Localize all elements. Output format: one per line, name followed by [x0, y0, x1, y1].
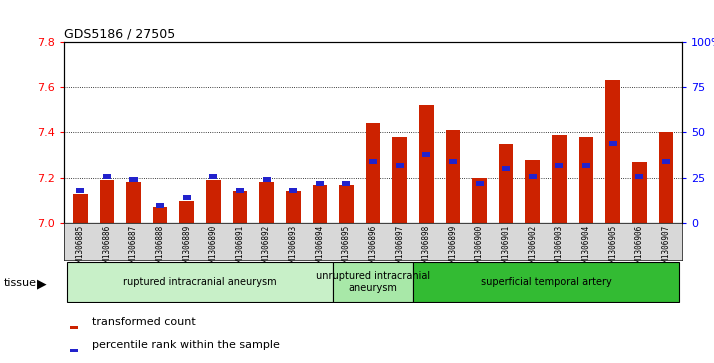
Bar: [369, 159, 377, 164]
Bar: [658, 132, 673, 223]
Bar: [529, 174, 537, 179]
Bar: [579, 137, 593, 223]
Bar: [313, 185, 327, 223]
Text: ▶: ▶: [37, 277, 46, 290]
Bar: [635, 174, 643, 179]
Text: unruptured intracranial
aneurysm: unruptured intracranial aneurysm: [316, 272, 430, 293]
FancyBboxPatch shape: [67, 262, 333, 302]
Bar: [263, 177, 271, 182]
Bar: [343, 181, 351, 186]
Bar: [502, 166, 511, 171]
Text: GSM1306895: GSM1306895: [342, 225, 351, 271]
Bar: [156, 203, 164, 208]
Text: tissue: tissue: [4, 278, 36, 288]
Bar: [472, 178, 487, 223]
Text: GSM1306887: GSM1306887: [129, 225, 138, 271]
Text: GSM1306897: GSM1306897: [395, 225, 404, 271]
Bar: [286, 192, 301, 223]
Bar: [419, 105, 433, 223]
Bar: [71, 349, 79, 352]
Bar: [259, 183, 274, 223]
Bar: [446, 130, 461, 223]
Bar: [73, 194, 88, 223]
Bar: [552, 135, 567, 223]
Text: GSM1306891: GSM1306891: [236, 225, 244, 271]
Text: GSM1306907: GSM1306907: [661, 225, 670, 271]
Text: percentile rank within the sample: percentile rank within the sample: [92, 340, 280, 350]
Text: GSM1306893: GSM1306893: [288, 225, 298, 271]
FancyBboxPatch shape: [413, 262, 679, 302]
Text: GSM1306889: GSM1306889: [182, 225, 191, 271]
Text: ruptured intracranial aneurysm: ruptured intracranial aneurysm: [124, 277, 277, 287]
Text: superficial temporal artery: superficial temporal artery: [481, 277, 611, 287]
Bar: [662, 159, 670, 164]
Text: GSM1306898: GSM1306898: [422, 225, 431, 271]
Bar: [71, 326, 79, 329]
FancyBboxPatch shape: [333, 262, 413, 302]
Bar: [206, 180, 221, 223]
Bar: [608, 141, 617, 146]
Bar: [605, 80, 620, 223]
Text: GSM1306885: GSM1306885: [76, 225, 85, 271]
Text: GSM1306903: GSM1306903: [555, 225, 564, 271]
Text: GSM1306905: GSM1306905: [608, 225, 617, 271]
Bar: [129, 177, 138, 182]
Text: GSM1306906: GSM1306906: [635, 225, 644, 271]
Bar: [236, 188, 244, 193]
Bar: [76, 188, 84, 193]
Text: GSM1306902: GSM1306902: [528, 225, 538, 271]
Bar: [103, 174, 111, 179]
Bar: [366, 123, 381, 223]
Bar: [476, 181, 483, 186]
Bar: [582, 163, 590, 168]
Bar: [316, 181, 324, 186]
Text: GSM1306894: GSM1306894: [316, 225, 324, 271]
Bar: [526, 160, 540, 223]
Bar: [339, 185, 353, 223]
Text: GSM1306886: GSM1306886: [102, 225, 111, 271]
Text: GSM1306901: GSM1306901: [502, 225, 511, 271]
Bar: [422, 152, 431, 157]
Text: GSM1306904: GSM1306904: [581, 225, 590, 271]
Bar: [555, 163, 563, 168]
Bar: [396, 163, 403, 168]
Text: GSM1306892: GSM1306892: [262, 225, 271, 271]
Bar: [183, 195, 191, 200]
Bar: [209, 174, 217, 179]
Text: GDS5186 / 27505: GDS5186 / 27505: [64, 28, 176, 41]
Bar: [179, 201, 194, 223]
Bar: [99, 180, 114, 223]
Text: GSM1306896: GSM1306896: [368, 225, 378, 271]
Text: GSM1306900: GSM1306900: [475, 225, 484, 271]
Bar: [393, 137, 407, 223]
Bar: [126, 183, 141, 223]
Bar: [499, 144, 513, 223]
Text: GSM1306888: GSM1306888: [156, 225, 165, 271]
Bar: [632, 162, 647, 223]
Text: GSM1306899: GSM1306899: [448, 225, 458, 271]
Text: GSM1306890: GSM1306890: [208, 225, 218, 271]
Bar: [233, 192, 247, 223]
Bar: [153, 207, 167, 223]
Bar: [449, 159, 457, 164]
Text: transformed count: transformed count: [92, 318, 196, 327]
Bar: [289, 188, 297, 193]
